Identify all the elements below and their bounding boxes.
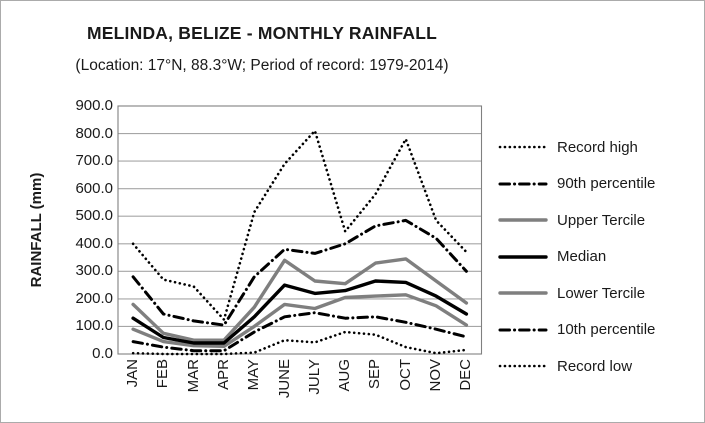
- legend-label: Lower Tercile: [557, 284, 646, 302]
- y-tick-label: 200.0: [75, 289, 113, 307]
- legend-marker-median: [498, 254, 548, 259]
- legend-item-90th-percentile: 90th percentile: [498, 168, 655, 200]
- legend-marker-record-low: [498, 364, 548, 368]
- chart-subtitle: (Location: 17°N, 88.3°W; Period of recor…: [75, 57, 449, 74]
- series-line-90th-percentile: [131, 218, 468, 327]
- legend-marker-10th-percentile: [498, 328, 548, 331]
- legend-item-lower-tercile: Lower Tercile: [498, 277, 645, 309]
- x-tick-label-aug: AUG: [336, 359, 354, 392]
- series-line-record-low: [131, 330, 468, 356]
- x-tick-label-apr: APR: [215, 359, 233, 390]
- series-line-record-high: [131, 129, 468, 321]
- legend-marker-upper-tercile: [498, 218, 548, 222]
- series-line-10th-percentile: [131, 311, 468, 353]
- legend-label: Record high: [557, 138, 638, 156]
- legend-item-10th-percentile: 10th percentile: [498, 314, 655, 346]
- series-line-upper-tercile: [131, 257, 469, 342]
- x-tick-label-mar: MAR: [184, 359, 202, 393]
- x-tick-label-sep: SEP: [366, 359, 384, 390]
- x-tick-label-july: JULY: [305, 359, 323, 395]
- y-tick-label: 300.0: [75, 262, 113, 280]
- x-tick-label-june: JUNE: [275, 359, 293, 399]
- legend-marker-90th-percentile: [498, 182, 548, 185]
- y-tick-label: 700.0: [75, 152, 113, 170]
- legend-marker-lower-tercile: [498, 291, 548, 295]
- legend-item-upper-tercile: Upper Tercile: [498, 204, 645, 236]
- x-tick-label-nov: NOV: [427, 359, 445, 392]
- x-tick-label-feb: FEB: [154, 359, 172, 389]
- x-tick-label-oct: OCT: [396, 359, 414, 391]
- x-tick-label-jan: JAN: [124, 359, 142, 388]
- x-tick-label-may: MAY: [245, 359, 263, 391]
- chart-title: MELINDA, BELIZE - MONTHLY RAINFALL: [87, 23, 437, 43]
- y-tick-label: 400.0: [75, 234, 113, 252]
- y-tick-label: 0.0: [92, 345, 113, 362]
- y-tick-label: 100.0: [75, 317, 113, 335]
- legend-label: Upper Tercile: [557, 211, 646, 229]
- plot-frame: [117, 105, 483, 355]
- y-tick-label: 500.0: [75, 207, 113, 225]
- y-tick-label: 800.0: [75, 124, 113, 142]
- legend-label: 90th percentile: [557, 175, 656, 192]
- legend-item-record-high: Record high: [498, 131, 638, 163]
- legend-item-median: Median: [498, 241, 606, 273]
- legend-label: 10th percentile: [557, 321, 656, 338]
- series-line-median: [131, 279, 469, 345]
- legend-marker-record-high: [498, 145, 548, 149]
- x-tick-label-dec: DEC: [457, 359, 475, 391]
- legend-label: Median: [557, 248, 607, 265]
- y-tick-label: 600.0: [75, 179, 113, 197]
- legend-label: Record low: [557, 357, 633, 375]
- series-line-lower-tercile: [131, 293, 469, 348]
- y-tick-label: 900.0: [75, 97, 113, 114]
- legend-item-record-low: Record low: [498, 350, 632, 382]
